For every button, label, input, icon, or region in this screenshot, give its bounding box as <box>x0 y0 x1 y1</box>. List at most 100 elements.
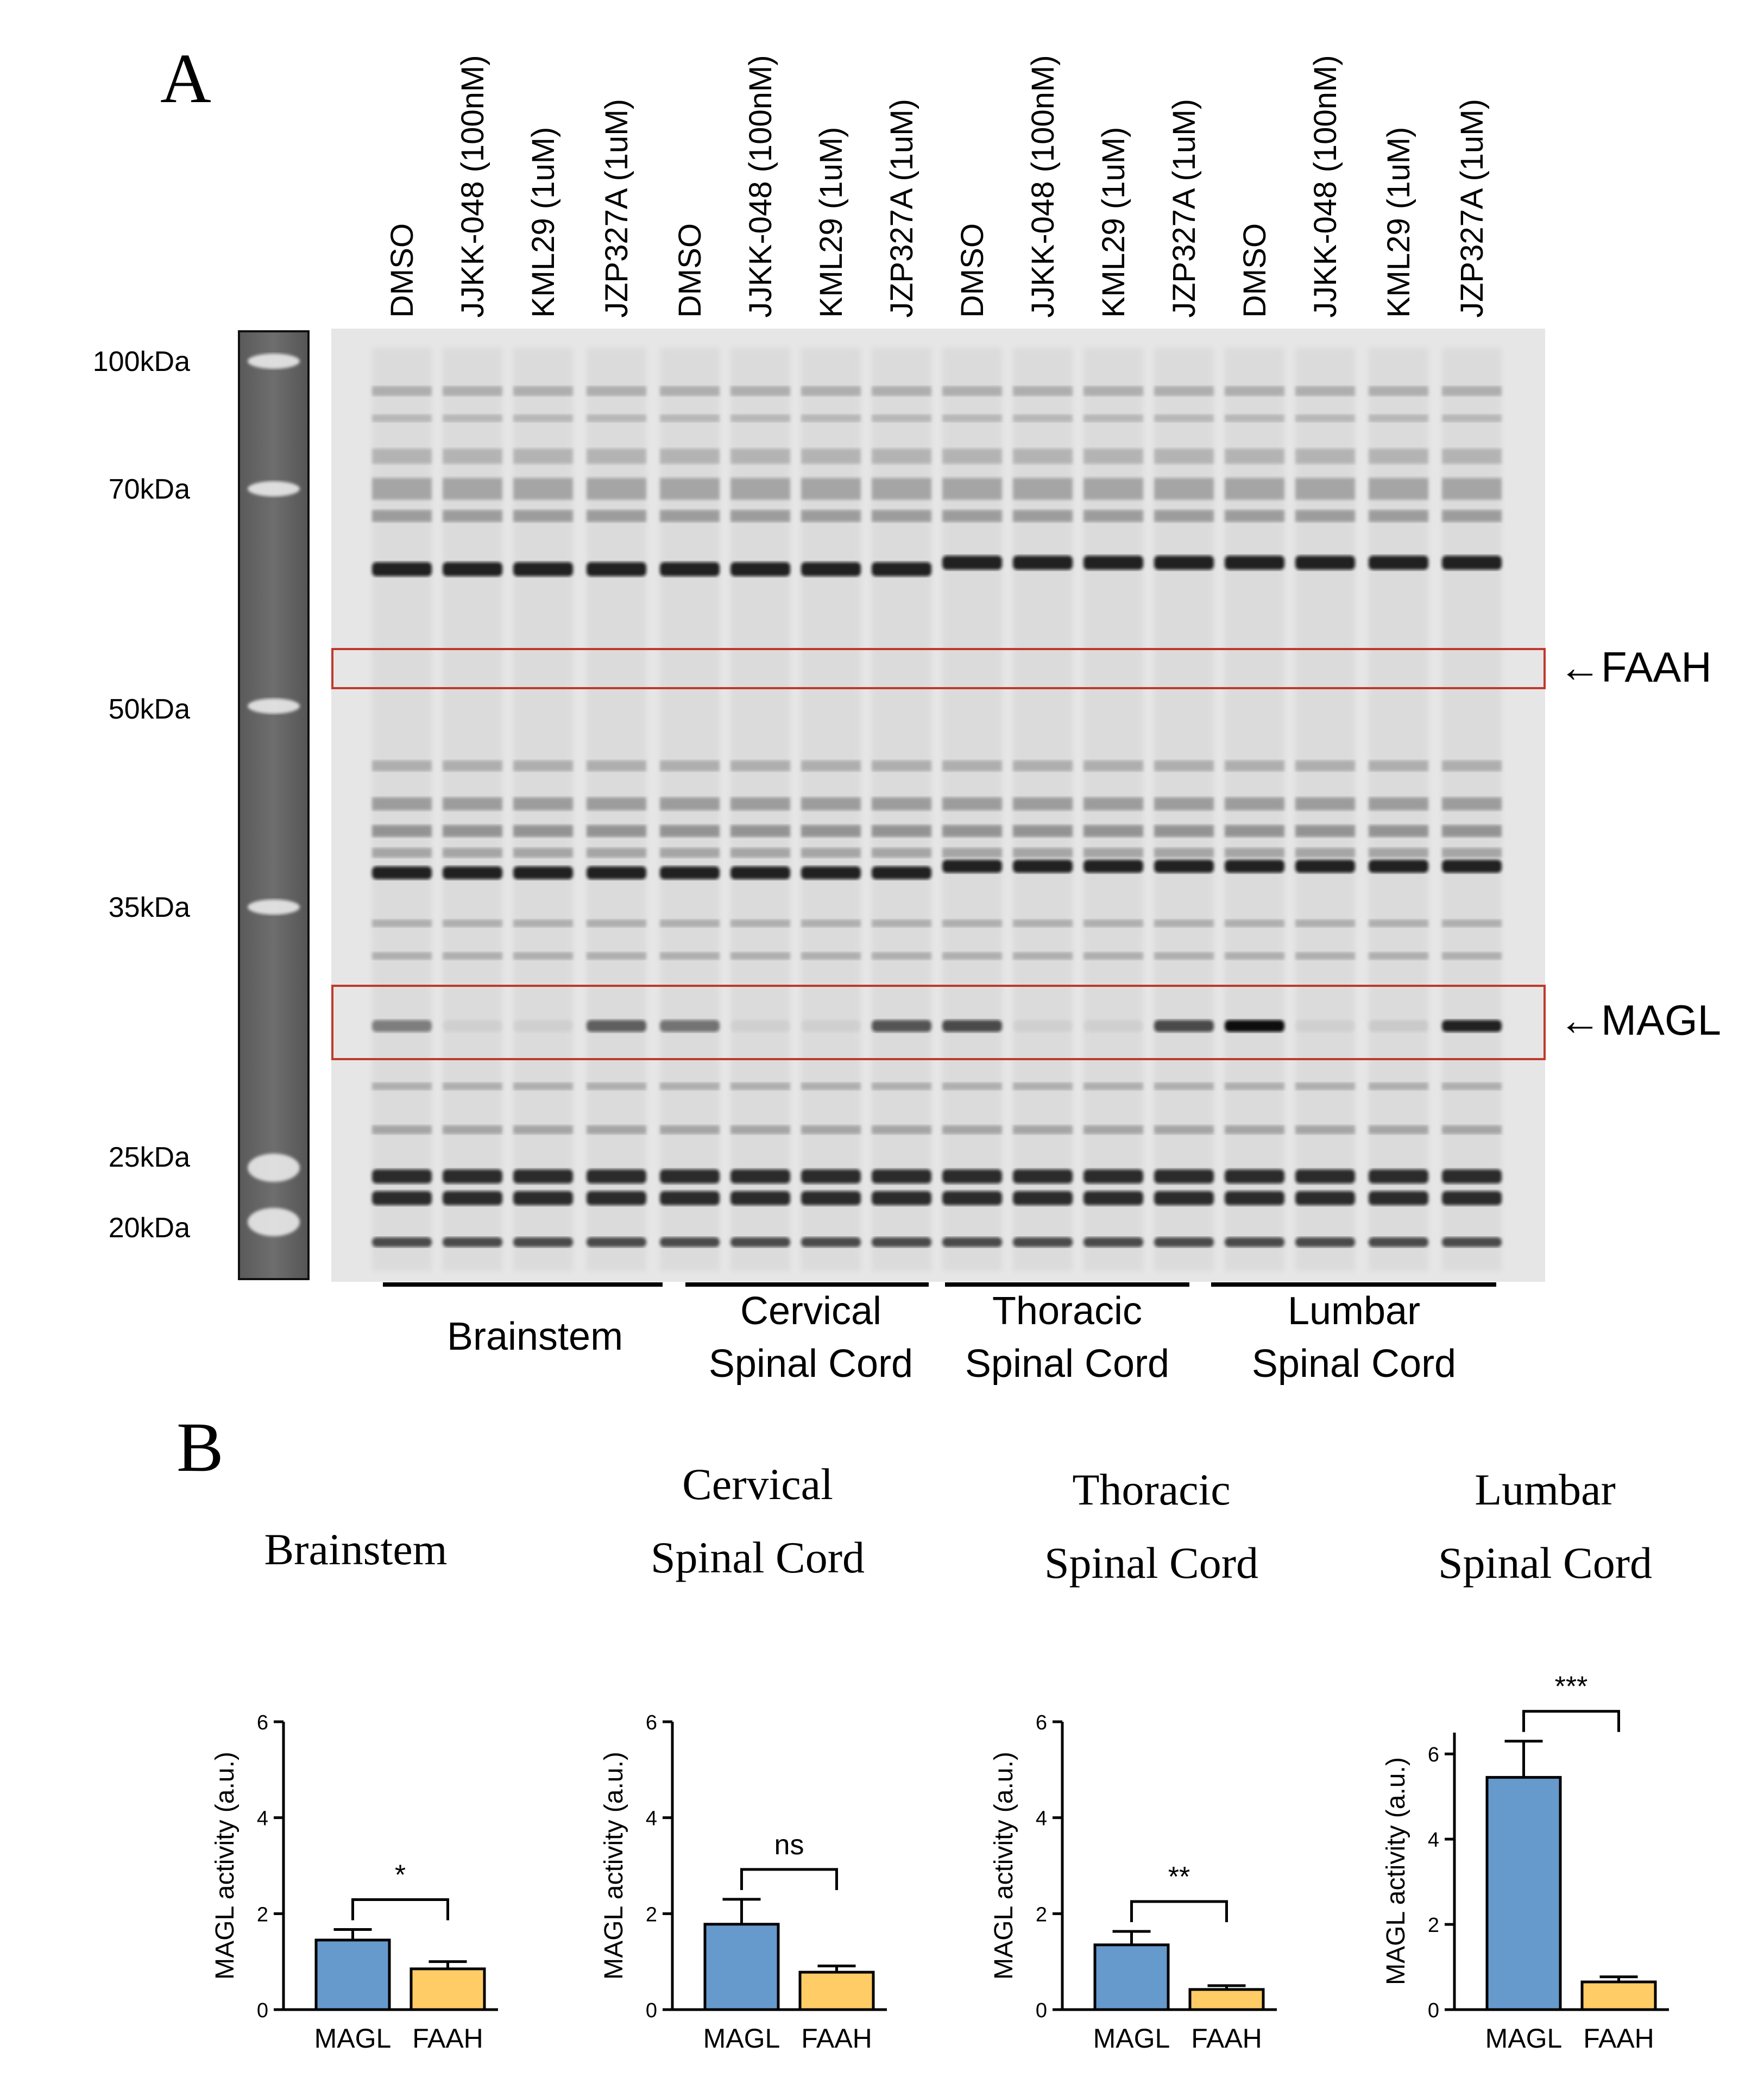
gel-band <box>372 797 432 810</box>
gel-band <box>1442 848 1502 858</box>
group-label: Spinal Cord <box>965 1342 1169 1386</box>
bar <box>703 1923 780 2011</box>
lane-label: KML29 (1uM) <box>1381 127 1416 318</box>
gel-band <box>872 386 931 396</box>
gel-band <box>372 760 432 771</box>
gel-band <box>801 1191 861 1205</box>
gel-band <box>1442 510 1502 522</box>
chart-title: Thoracic <box>1072 1465 1230 1514</box>
marker-label: 20kDa <box>109 1212 190 1244</box>
gel-band <box>443 386 502 396</box>
gel-band <box>1013 1125 1073 1134</box>
gel-band <box>1083 414 1143 422</box>
gel-band <box>1442 920 1502 927</box>
gel-band <box>1369 860 1428 873</box>
gel-band <box>660 848 720 858</box>
gel-band <box>1442 860 1502 873</box>
lane-label: DMSO <box>385 223 420 318</box>
gel-band <box>801 848 861 858</box>
gel-band <box>660 825 720 837</box>
gel-band <box>730 866 790 879</box>
gel-band <box>1154 556 1214 570</box>
gel-lane <box>1225 348 1284 1271</box>
y-tick-label: 0 <box>646 1999 657 2022</box>
gel-band <box>372 1169 432 1184</box>
magl-band <box>1369 1020 1428 1032</box>
gel-band <box>942 1082 1002 1090</box>
gel-band <box>872 478 931 500</box>
chart-title: Lumbar <box>1475 1465 1616 1514</box>
gel-band <box>372 510 432 522</box>
y-tick-label: 6 <box>646 1711 657 1734</box>
gel-band <box>587 920 646 927</box>
magl-band <box>1083 1020 1143 1032</box>
y-tick-label: 4 <box>1036 1808 1047 1830</box>
lane-label: KML29 (1uM) <box>526 127 561 318</box>
gel-band <box>513 562 573 576</box>
gel-band <box>1013 386 1073 396</box>
y-axis-label: MAGL activity (a.u.) <box>600 1752 628 1980</box>
gel-band <box>1083 825 1143 837</box>
significance-label: * <box>395 1859 406 1891</box>
gel-band <box>443 825 502 837</box>
gel-band <box>1369 797 1428 810</box>
gel-band <box>587 760 646 771</box>
bar <box>314 1938 391 2011</box>
magl-annotation: ←MAGL <box>1559 996 1721 1044</box>
gel-band <box>942 1191 1002 1205</box>
gel-band <box>1442 478 1502 500</box>
gel-band <box>443 1191 502 1205</box>
gel-band <box>513 510 573 522</box>
chart-title: Spinal Cord <box>651 1533 865 1582</box>
gel-band <box>801 920 861 927</box>
lane-label: JJKK-048 (100nM) <box>1025 55 1061 318</box>
magl-band <box>443 1020 502 1032</box>
gel-band <box>1225 478 1284 500</box>
y-axis-label: MAGL activity (a.u.) <box>990 1752 1018 1980</box>
gel-band <box>443 848 502 858</box>
gel-band <box>660 1082 720 1090</box>
y-tick-label: 6 <box>1036 1711 1047 1734</box>
gel-band <box>587 386 646 396</box>
magl-band <box>1295 1020 1355 1032</box>
gel-lanes <box>372 348 1502 1271</box>
gel-band <box>1154 1169 1214 1184</box>
gel-band <box>801 562 861 576</box>
gel-band <box>1369 760 1428 771</box>
gel-band <box>1295 920 1355 927</box>
gel-band <box>660 414 720 422</box>
gel-band <box>942 414 1002 422</box>
gel-band <box>1013 860 1073 873</box>
gel-band <box>1225 920 1284 927</box>
gel-band <box>1083 797 1143 810</box>
gel-band <box>443 449 502 464</box>
gel-band <box>660 866 720 879</box>
gel-band <box>1013 556 1073 570</box>
gel-band <box>1154 1237 1214 1247</box>
magl-box <box>331 985 1546 1060</box>
gel-band <box>1083 449 1143 464</box>
gel-band <box>372 848 432 858</box>
ladder-band <box>248 899 300 915</box>
gel-band <box>1369 1237 1428 1247</box>
significance-label: ns <box>774 1829 804 1861</box>
gel-band <box>872 562 931 576</box>
gel-band <box>587 1237 646 1247</box>
magl-band <box>730 1020 790 1032</box>
magl-band <box>587 1020 646 1032</box>
magl-band <box>660 1020 720 1032</box>
lane-label: JZP327A (1uM) <box>599 99 634 318</box>
y-tick-label: 0 <box>257 1999 268 2022</box>
gel-band <box>1442 1125 1502 1134</box>
gel-band <box>513 1237 573 1247</box>
faah-box <box>331 648 1546 689</box>
gel-band <box>942 952 1002 960</box>
gel-band <box>1442 797 1502 810</box>
gel-band <box>730 562 790 576</box>
gel-band <box>1154 1191 1214 1205</box>
y-tick-label: 2 <box>1428 1914 1439 1937</box>
gel-band <box>942 920 1002 927</box>
magl-band <box>1442 1020 1502 1032</box>
gel-band <box>872 1237 931 1247</box>
gel-band <box>872 1125 931 1134</box>
